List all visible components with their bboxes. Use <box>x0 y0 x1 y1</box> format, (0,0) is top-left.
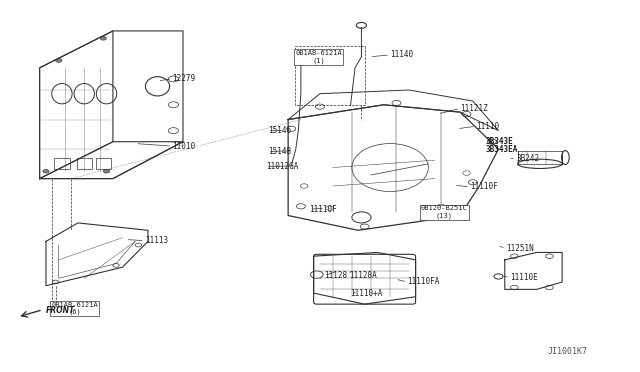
Text: FRONT: FRONT <box>46 306 76 315</box>
Text: 11110FA: 11110FA <box>407 278 440 286</box>
Text: 11113: 11113 <box>145 236 168 245</box>
Text: 12279: 12279 <box>172 74 195 83</box>
Circle shape <box>100 36 106 40</box>
Text: 11012GA: 11012GA <box>266 162 298 171</box>
Text: JI1001K7: JI1001K7 <box>548 347 588 356</box>
Text: 11128A: 11128A <box>349 271 376 280</box>
Text: 11110E: 11110E <box>510 273 538 282</box>
Text: 0B120-B251C
(13): 0B120-B251C (13) <box>421 205 468 219</box>
Text: 0B1AB-6121A
(1): 0B1AB-6121A (1) <box>295 50 342 64</box>
Text: 11110F: 11110F <box>309 205 337 214</box>
Text: 3B242: 3B242 <box>516 154 540 163</box>
Text: 3B343EA: 3B343EA <box>486 145 518 154</box>
Bar <box>96 158 111 169</box>
Text: 11140: 11140 <box>390 51 413 60</box>
Text: 11128: 11128 <box>324 271 347 280</box>
Text: 11110F: 11110F <box>470 182 497 191</box>
Text: 11251N: 11251N <box>506 244 534 253</box>
Text: 15146: 15146 <box>268 126 291 135</box>
Text: 15148: 15148 <box>268 147 291 156</box>
Circle shape <box>56 59 62 62</box>
Bar <box>54 158 70 169</box>
Circle shape <box>43 169 49 173</box>
Text: 11110+A: 11110+A <box>351 289 383 298</box>
Text: 0B1AB-6121A
(6): 0B1AB-6121A (6) <box>51 302 98 315</box>
Text: 11121Z: 11121Z <box>460 104 488 113</box>
Bar <box>77 158 92 169</box>
Text: 3B343E: 3B343E <box>486 137 513 146</box>
Circle shape <box>103 169 109 173</box>
Text: 11010: 11010 <box>172 142 195 151</box>
Text: 11110: 11110 <box>476 122 499 131</box>
